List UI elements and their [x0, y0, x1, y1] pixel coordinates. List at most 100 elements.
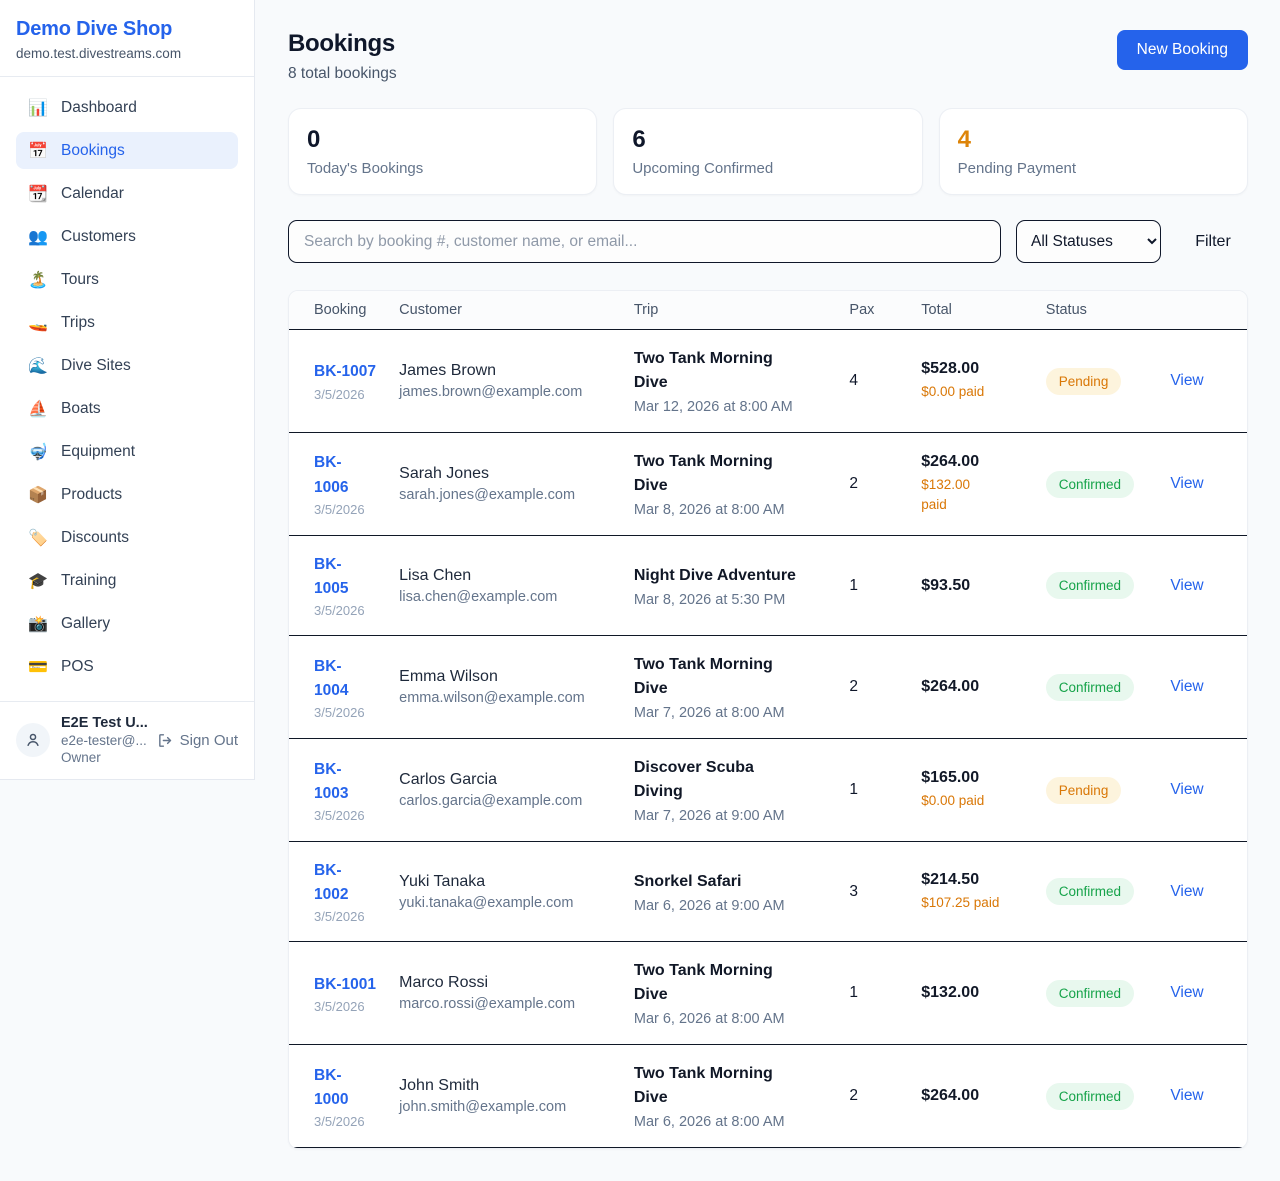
column-header-total: Total [921, 291, 1046, 330]
view-link[interactable]: View [1170, 372, 1204, 389]
user-name: E2E Test U... [61, 715, 148, 731]
sailboat-icon: ⛵ [28, 399, 48, 418]
wave-icon: 🌊 [28, 356, 48, 375]
booking-date: 3/5/2026 [314, 603, 365, 619]
nav-item-label: POS [61, 657, 94, 675]
user-email: e2e-tester@... [61, 733, 147, 748]
sidebar-item-bookings[interactable]: 📅 Bookings [16, 132, 238, 169]
booking-id-link[interactable]: BK-1007 [314, 363, 377, 381]
sidebar-item-dashboard[interactable]: 📊 Dashboard [16, 89, 238, 126]
search-input[interactable] [288, 220, 1001, 263]
table-header-row: Booking Customer Trip Pax Total Status [289, 291, 1247, 330]
trip-name: Night Dive Adventure [633, 566, 796, 584]
sidebar-item-customers[interactable]: 👥 Customers [16, 218, 238, 255]
booking-date: 3/5/2026 [314, 386, 365, 402]
stat-value: 0 [307, 126, 321, 153]
bookings-table: Booking Customer Trip Pax Total Status B… [289, 291, 1247, 1149]
bar-chart-icon: 📊 [28, 98, 48, 117]
nav-item-label: Discounts [61, 528, 130, 546]
trip-name: Two Tank Morning Dive [633, 656, 773, 698]
booking-id-link[interactable]: BK- 1002 [314, 862, 349, 904]
customer-email: emma.wilson@example.com [399, 690, 585, 707]
view-link[interactable]: View [1170, 882, 1204, 900]
island-icon: 🏝️ [28, 270, 48, 289]
customer-email: lisa.chen@example.com [399, 588, 558, 605]
booking-id-link[interactable]: BK- 1000 [314, 1066, 349, 1108]
booking-id-link[interactable]: BK- 1004 [314, 657, 349, 699]
view-link[interactable]: View [1170, 1087, 1204, 1105]
sign-out-button[interactable]: Sign Out [157, 732, 238, 749]
status-badge: Confirmed [1045, 1082, 1135, 1110]
pax-count: 3 [849, 841, 922, 943]
stat-card: 6 Upcoming Confirmed [613, 108, 923, 195]
stat-value: 4 [957, 126, 972, 153]
user-info: E2E Test U... e2e-tester@... Owner [61, 715, 148, 765]
view-link[interactable]: View [1170, 576, 1204, 594]
filter-button[interactable]: Filter [1178, 233, 1248, 251]
logout-icon [158, 733, 171, 747]
customer-email: james.brown@example.com [399, 384, 583, 400]
booking-id-link[interactable]: BK- 1003 [314, 760, 349, 802]
pax-count: 2 [849, 1044, 922, 1149]
user-role: Owner [61, 750, 101, 765]
nav-item-label: Customers [61, 227, 136, 245]
nav-item-label: Trips [61, 313, 95, 331]
filter-controls: All Statuses Filter [288, 220, 1248, 263]
customer-email: marco.rossi@example.com [399, 996, 576, 1013]
sidebar-item-calendar[interactable]: 📆 Calendar [16, 175, 238, 212]
view-link[interactable]: View [1170, 475, 1204, 492]
customer-name: John Smith [399, 1077, 480, 1095]
view-link[interactable]: View [1170, 781, 1204, 799]
sidebar-item-dive-sites[interactable]: 🌊 Dive Sites [16, 347, 238, 384]
tag-icon: 🏷️ [28, 528, 48, 547]
status-filter-select[interactable]: All Statuses [1016, 220, 1161, 263]
new-booking-button[interactable]: New Booking [1116, 30, 1248, 70]
customer-name: Yuki Tanaka [399, 872, 486, 890]
total-amount: $264.00 [921, 678, 980, 696]
camera-flash-icon: 📸 [28, 614, 48, 633]
trip-name: Two Tank Morning Dive [633, 1065, 773, 1107]
stat-card: 4 Pending Payment [938, 108, 1248, 195]
bookings-table-card: Booking Customer Trip Pax Total Status B… [288, 290, 1248, 1150]
trip-datetime: Mar 6, 2026 at 9:00 AM [633, 897, 785, 914]
pax-count: 2 [849, 432, 922, 536]
nav-item-label: Gallery [61, 614, 111, 632]
sidebar-item-training[interactable]: 🎓 Training [16, 562, 238, 599]
booking-date: 3/5/2026 [314, 704, 365, 720]
view-link[interactable]: View [1170, 984, 1204, 1002]
booking-id-link[interactable]: BK-1001 [314, 975, 377, 993]
sidebar-item-discounts[interactable]: 🏷️ Discounts [16, 519, 238, 556]
nav-item-label: Bookings [61, 141, 125, 159]
booking-id-link[interactable]: BK- 1006 [314, 454, 349, 496]
status-badge: Pending [1045, 776, 1122, 804]
sidebar: Demo Dive Shop demo.test.divestreams.com… [0, 0, 255, 780]
view-link[interactable]: View [1170, 678, 1204, 696]
sidebar-item-trips[interactable]: 🚤 Trips [16, 304, 238, 341]
sidebar-item-tours[interactable]: 🏝️ Tours [16, 261, 238, 298]
trip-datetime: Mar 8, 2026 at 5:30 PM [633, 591, 786, 608]
stats-cards: 0 Today's Bookings 6 Upcoming Confirmed … [288, 108, 1248, 195]
person-icon [27, 733, 39, 746]
nav-item-label: Calendar [61, 184, 124, 202]
customer-name: Marco Rossi [399, 974, 489, 992]
sidebar-item-pos[interactable]: 💳 POS [16, 648, 238, 685]
column-header-customer: Customer [399, 291, 634, 330]
sidebar-item-products[interactable]: 📦 Products [16, 476, 238, 513]
status-badge: Pending [1045, 367, 1122, 395]
table-row: BK- 1003 3/5/2026 Carlos Garcia carlos.g… [289, 738, 1247, 843]
booking-id-link[interactable]: BK- 1005 [314, 556, 349, 598]
booking-date: 3/5/2026 [314, 501, 365, 517]
page-title: Bookings [288, 30, 395, 57]
customer-name: Carlos Garcia [399, 771, 497, 789]
sidebar-item-gallery[interactable]: 📸 Gallery [16, 605, 238, 642]
nav-item-label: Products [61, 485, 123, 503]
trip-name: Two Tank Morning Dive [633, 962, 773, 1004]
sidebar-item-boats[interactable]: ⛵ Boats [16, 390, 238, 427]
table-row: BK-1001 3/5/2026 Marco Rossi marco.rossi… [289, 941, 1247, 1046]
nav-item-label: Boats [61, 399, 101, 417]
table-row: BK- 1006 3/5/2026 Sarah Jones sarah.jone… [289, 432, 1247, 536]
speedboat-icon: 🚤 [28, 313, 48, 332]
total-amount: $132.00 [921, 984, 980, 1002]
status-badge: Confirmed [1045, 979, 1135, 1007]
sidebar-item-equipment[interactable]: 🤿 Equipment [16, 433, 238, 470]
